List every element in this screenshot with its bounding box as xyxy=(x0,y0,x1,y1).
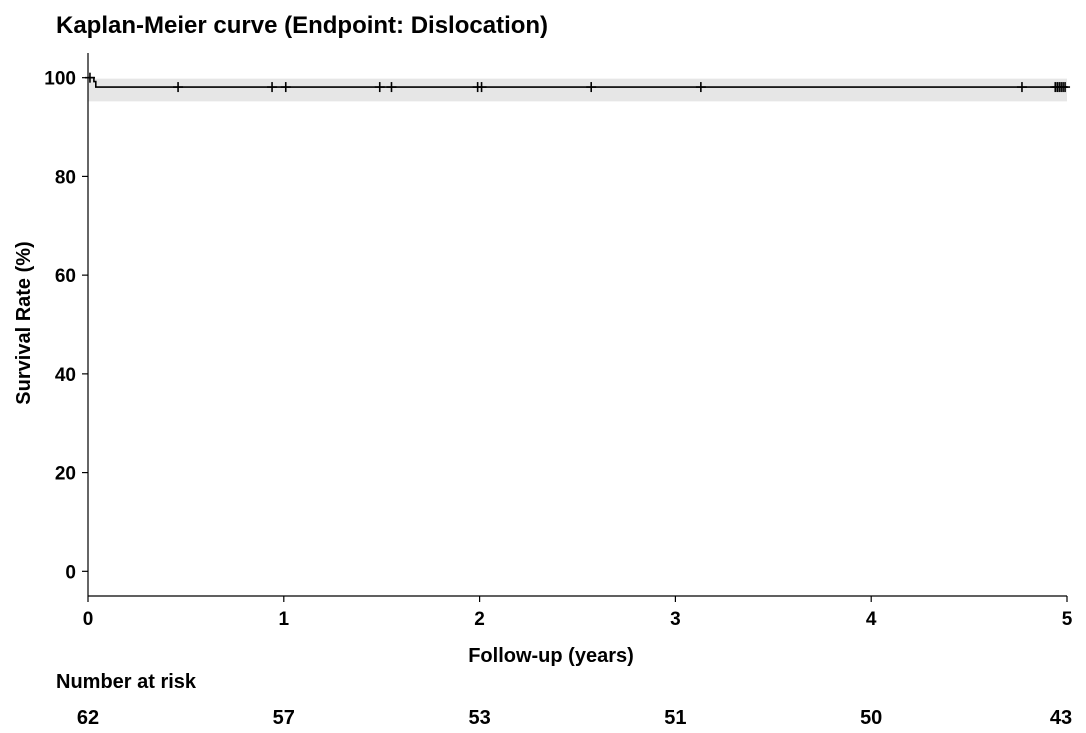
confidence-band-layer xyxy=(88,78,1067,102)
risk-table-values: 62 57 53 51 50 43 xyxy=(77,707,1072,729)
x-tick-label: 5 xyxy=(1062,609,1073,630)
y-axis-label: Survival Rate (%) xyxy=(13,241,35,404)
tick-labels: 0 20 40 60 80 100 0 1 2 3 4 5 xyxy=(44,69,1072,630)
censor-mark xyxy=(586,82,597,93)
censor-mark xyxy=(374,82,385,93)
y-tick-label: 20 xyxy=(55,464,76,485)
censor-mark xyxy=(476,82,487,93)
risk-value: 62 xyxy=(77,707,99,729)
censor-mark xyxy=(267,82,278,93)
y-tick-label: 60 xyxy=(55,266,76,287)
confidence-band xyxy=(88,78,1067,102)
censor-mark xyxy=(280,82,291,93)
censor-mark xyxy=(84,72,95,83)
chart-title: Kaplan-Meier curve (Endpoint: Dislocatio… xyxy=(56,12,548,39)
x-tick-label: 4 xyxy=(866,609,877,630)
risk-value: 51 xyxy=(664,707,686,729)
x-tick-label: 1 xyxy=(279,609,290,630)
censor-mark xyxy=(386,82,397,93)
censor-mark xyxy=(1060,82,1071,93)
axes xyxy=(82,53,1068,602)
censor-mark xyxy=(1016,82,1027,93)
x-tick-label: 2 xyxy=(474,609,485,630)
censor-marks-layer xyxy=(84,72,1071,93)
y-tick-label: 0 xyxy=(65,562,76,583)
x-axis-label: Follow-up (years) xyxy=(468,645,634,667)
x-tick-label: 0 xyxy=(83,609,94,630)
risk-value: 57 xyxy=(273,707,295,729)
risk-value: 43 xyxy=(1050,707,1072,729)
risk-value: 50 xyxy=(860,707,882,729)
x-tick-label: 3 xyxy=(670,609,681,630)
censor-mark xyxy=(173,82,184,93)
y-tick-label: 80 xyxy=(55,167,76,188)
risk-table-label: Number at risk xyxy=(56,671,197,693)
y-tick-label: 40 xyxy=(55,365,76,386)
y-tick-label: 100 xyxy=(44,69,76,90)
risk-value: 53 xyxy=(468,707,490,729)
censor-mark xyxy=(695,82,706,93)
